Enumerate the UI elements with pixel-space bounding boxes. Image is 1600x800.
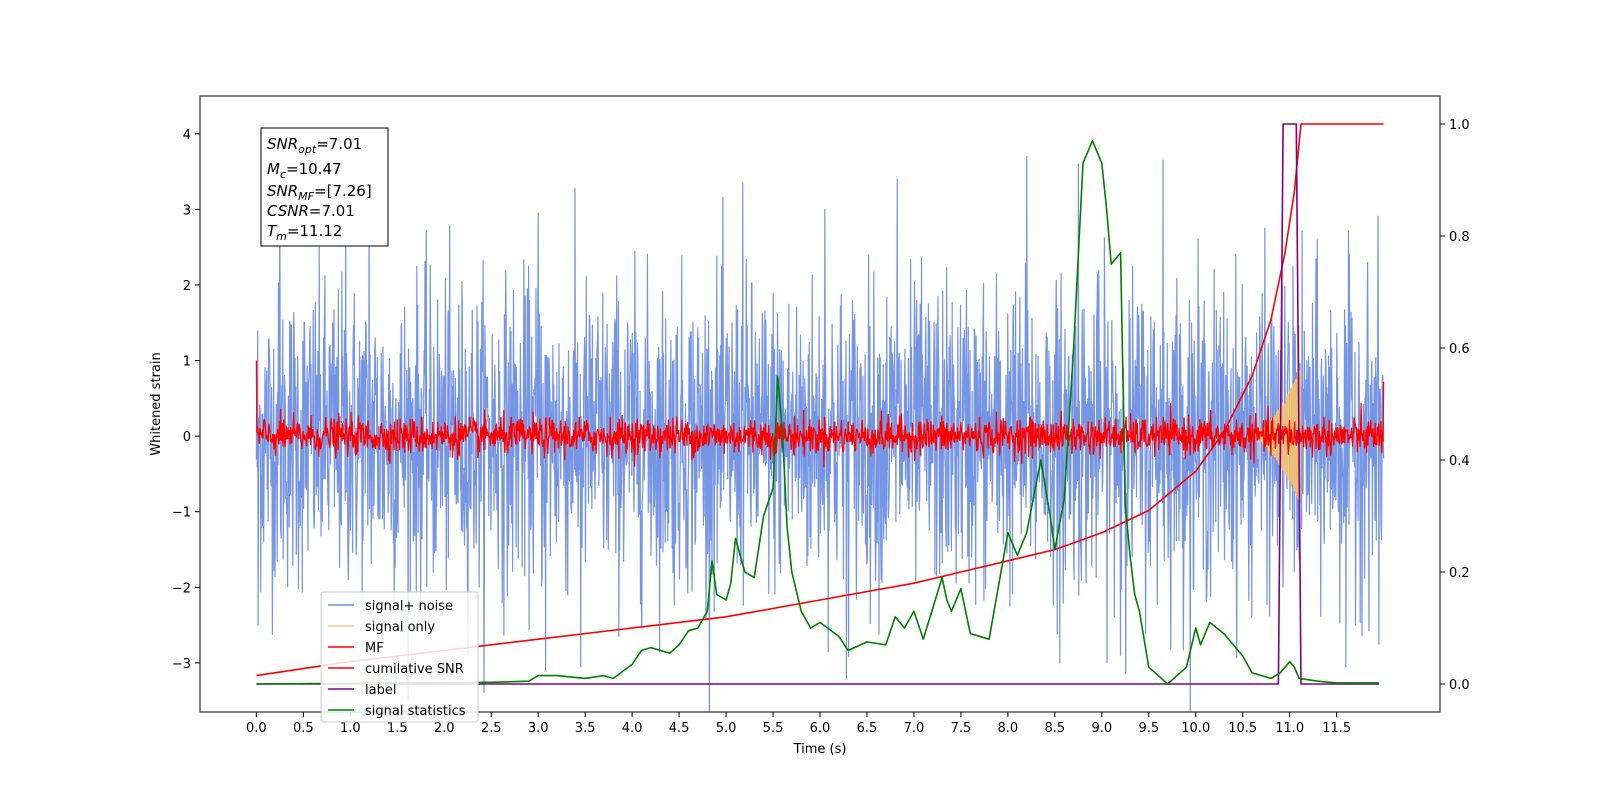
x-tick-label: 7.0 [904,721,925,736]
x-tick-label: 9.5 [1138,721,1159,736]
annotation-line-csnr: CSNR=7.01 [267,202,355,220]
legend-frame [320,591,479,723]
y2-tick-label: 0.4 [1449,454,1470,469]
legend-entry-label: signal statistics [365,704,466,719]
annotation-line-snr-opt: SNRopt=7.01 [267,135,362,156]
series-mf [255,360,1385,468]
legend-entry-label: signal only [365,620,435,635]
series-signal-noise [255,155,1385,712]
series-label [256,123,1379,685]
x-tick-label: 8.5 [1045,721,1066,736]
y2-tick-label: 0.6 [1449,342,1470,357]
x-tick-label: 7.5 [951,721,972,736]
x-tick-label: 9.0 [1091,721,1112,736]
x-tick-label: 4.5 [669,721,690,736]
y-tick-label: −1 [172,506,191,521]
y-tick-label: 4 [183,128,191,143]
y2-tick-label: 0.2 [1449,566,1470,581]
x-tick-label: 1.5 [387,721,408,736]
stats-annotation-box: SNRopt=7.01 Mc=10.47 SNRMF=[7.26] CSNR=7… [260,127,389,247]
y-tick-label: 1 [183,355,191,370]
x-axis-label: Time (s) [793,742,847,757]
x-tick-label: 11.0 [1275,721,1304,736]
x-tick-label: 0.5 [293,721,314,736]
y-tick-label: 3 [183,203,191,218]
annotation-line-mc: Mc=10.47 [267,160,342,181]
x-tick-label: 0.0 [246,721,267,736]
series-signal-statistics [256,140,1379,685]
x-tick-label: 6.5 [857,721,878,736]
x-tick-label: 5.0 [716,721,737,736]
x-tick-label: 10.5 [1228,721,1257,736]
plot-series-layer [255,123,1385,712]
x-tick-label: 2.5 [481,721,502,736]
axis-ticks: 0.0 0.5 1.0 1.5 2.0 2.5 3.0 3.5 4.0 4.5 5.0 5.5 6.0 6… [172,118,1470,736]
y-tick-label: −2 [172,581,191,596]
x-tick-label: 2.0 [434,721,455,736]
legend-entry-label: signal+ noise [365,599,453,614]
y2-tick-label: 0.8 [1449,230,1470,245]
annotation-line-tm: Tm=11.12 [267,222,342,243]
x-tick-label: 6.0 [810,721,831,736]
y2-tick-label: 0.0 [1449,678,1470,693]
y2-tick-label: 1.0 [1449,118,1470,133]
annotation-line-snr-mf: SNRMF=[7.26] [267,182,372,203]
y-tick-label: 2 [183,279,191,294]
y-axis-label: Whitened strain [149,352,164,455]
x-tick-label: 11.5 [1322,721,1351,736]
x-tick-label: 1.0 [340,721,361,736]
x-tick-label: 3.0 [528,721,549,736]
x-tick-label: 5.5 [763,721,784,736]
x-tick-label: 10.0 [1181,721,1210,736]
legend-entry-label: MF [365,641,384,656]
legend-entry-label: cumilative SNR [365,662,464,677]
y-tick-label: 0 [183,430,191,445]
x-tick-label: 8.0 [998,721,1019,736]
legend-entry-label: label [365,683,396,698]
legend: signal+ noise signal only MF cumilative SNR… [320,591,479,723]
annotation-frame [260,127,389,247]
y-tick-label: −3 [172,657,191,672]
x-tick-label: 3.5 [575,721,596,736]
x-tick-label: 4.0 [622,721,643,736]
